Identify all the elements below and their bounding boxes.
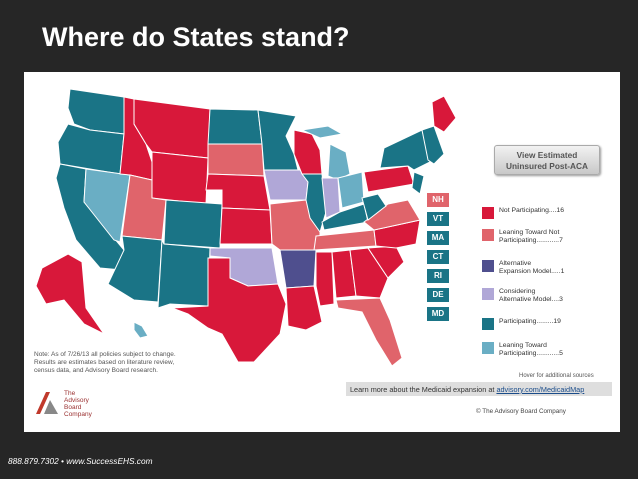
state-mi[interactable]: [327, 143, 351, 181]
copyright: © The Advisory Board Company: [476, 408, 566, 415]
state-ny[interactable]: [379, 129, 431, 171]
map-note: Note: As of 7/26/13 all policies subject…: [34, 351, 224, 375]
state-co[interactable]: [163, 199, 223, 249]
view-button-line2: Uninsured Post-ACA: [505, 161, 589, 171]
state-sd[interactable]: [207, 143, 265, 177]
state-mn[interactable]: [257, 109, 299, 171]
badge-de[interactable]: DE: [427, 288, 449, 302]
badge-ri[interactable]: RI: [427, 269, 449, 283]
state-ak[interactable]: [35, 253, 105, 335]
legend-line: Leaning Toward Not: [499, 229, 560, 236]
state-tn[interactable]: [313, 229, 377, 251]
badge-ct[interactable]: CT: [427, 250, 449, 264]
state-ks[interactable]: [219, 207, 273, 245]
legend-swatch: [482, 229, 494, 241]
legend-line2: Participating............5: [499, 350, 563, 357]
badge-ri-label: RI: [434, 271, 442, 280]
state-ga[interactable]: [349, 247, 389, 299]
badge-vt[interactable]: VT: [427, 212, 449, 226]
legend-swatch: [482, 260, 494, 272]
legend-line: Leaning Toward: [499, 342, 547, 349]
badge-md[interactable]: MD: [427, 307, 449, 321]
badge-ma-label: MA: [431, 233, 445, 242]
badge-de-label: DE: [432, 290, 444, 299]
badge-md-label: MD: [431, 309, 445, 318]
learn-more-bar: [346, 382, 612, 396]
badge-vt-label: VT: [432, 214, 444, 223]
badge-ct-label: CT: [432, 252, 444, 261]
legend-line: Not Participating....16: [499, 207, 564, 214]
advisory-board-logo: The Advisory Board Company: [34, 390, 114, 422]
legend-swatch: [482, 288, 494, 300]
state-nj[interactable]: [411, 171, 425, 195]
badge-nh[interactable]: NH: [427, 193, 449, 207]
slide-title: Where do States stand?: [42, 22, 350, 52]
state-me[interactable]: [431, 95, 457, 133]
state-fl[interactable]: [335, 297, 403, 367]
hover-note: Hover for additional sources: [519, 373, 594, 379]
legend-swatch: [482, 318, 494, 330]
state-pa[interactable]: [363, 165, 415, 193]
logo-line: The: [64, 390, 76, 397]
legend-line: Participating.........19: [499, 318, 561, 325]
state-mi-up[interactable]: [300, 125, 344, 139]
logo-line: Company: [64, 411, 92, 418]
state-nm[interactable]: [157, 238, 211, 309]
logo-line: Board: [64, 404, 82, 411]
state-la[interactable]: [285, 285, 323, 331]
view-button-line1: View Estimated: [516, 150, 578, 160]
legend-swatch: [482, 342, 494, 354]
legend-line2: Alternative Model....3: [499, 296, 563, 303]
state-oh[interactable]: [337, 171, 365, 209]
note-line: census data, and Advisory Board research…: [34, 367, 158, 374]
medicaid-map-link[interactable]: advisory.com/MedicaidMap: [496, 385, 585, 394]
state-ia[interactable]: [263, 169, 309, 201]
state-tx[interactable]: [171, 257, 287, 363]
logo-line: Advisory: [64, 397, 89, 404]
us-map: [35, 88, 457, 367]
medicaid-map-panel: View Estimated Uninsured Post-ACA NH VT …: [24, 72, 620, 432]
legend-line2: Expansion Model.....1: [499, 268, 565, 275]
learn-more-text: Learn more about the Medicaid expansion …: [350, 385, 584, 394]
legend-line: Alternative: [499, 260, 532, 267]
advisory-board-logo-icon: [36, 392, 58, 414]
state-nd[interactable]: [207, 108, 263, 145]
note-line: Note: As of 7/26/13 all policies subject…: [34, 351, 176, 358]
legend-line2: Participating............7: [499, 237, 563, 244]
state-hi[interactable]: [133, 321, 149, 339]
state-wv[interactable]: [361, 193, 387, 221]
badge-ma[interactable]: MA: [427, 231, 449, 245]
note-line: Results are estimates based on literatur…: [34, 359, 175, 366]
badge-nh-label: NH: [432, 195, 444, 204]
view-uninsured-button[interactable]: View Estimated Uninsured Post-ACA: [494, 145, 600, 175]
state-ms[interactable]: [315, 251, 335, 307]
slide-footer: 888.879.7302 • www.SuccessEHS.com: [8, 456, 153, 466]
legend-swatch: [482, 207, 494, 219]
state-ar[interactable]: [279, 249, 317, 289]
legend-line: Considering: [499, 288, 536, 295]
state-new-england[interactable]: [421, 125, 445, 165]
state-wy[interactable]: [151, 151, 209, 205]
learn-more-prefix: Learn more about the Medicaid expansion …: [350, 385, 497, 394]
